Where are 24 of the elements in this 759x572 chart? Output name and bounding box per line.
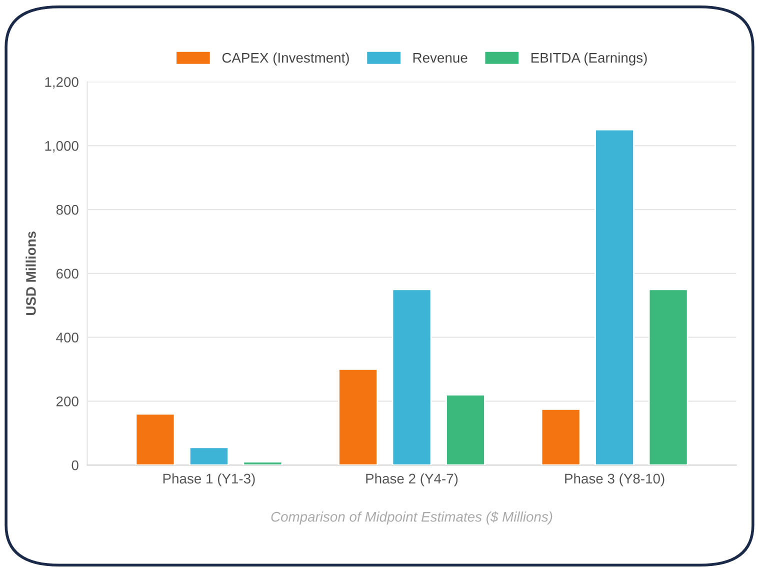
legend-label: CAPEX (Investment) xyxy=(222,52,349,66)
bar xyxy=(594,129,635,466)
y-tick-label: 600 xyxy=(56,268,78,279)
y-tick-label: 200 xyxy=(56,396,78,406)
bar xyxy=(446,394,486,466)
bar xyxy=(242,461,283,466)
y-tick-label: 0 xyxy=(72,460,78,470)
legend-label: Revenue xyxy=(413,53,468,63)
bar xyxy=(540,408,581,466)
x-axis-title: Comparison of Midpoint Estimates ($ Millions) xyxy=(271,511,552,524)
legend-label: EBITDA (Earnings) xyxy=(532,52,647,66)
x-tick-label: Phase 1 (Y1-3) xyxy=(163,473,255,486)
bar xyxy=(648,288,688,466)
bar xyxy=(392,288,432,466)
bar xyxy=(135,413,176,466)
y-tick-label: 1,200 xyxy=(45,77,78,89)
bar xyxy=(338,368,378,466)
bar xyxy=(189,446,229,466)
x-tick-label: Phase 3 (Y8-10) xyxy=(565,473,664,486)
x-tick-label: Phase 2 (Y4-7) xyxy=(366,473,458,486)
y-tick-label: 1,000 xyxy=(45,141,78,152)
y-axis-title: USD Millions xyxy=(26,232,36,316)
y-tick-label: 400 xyxy=(56,332,78,342)
y-tick-label: 800 xyxy=(56,204,78,215)
